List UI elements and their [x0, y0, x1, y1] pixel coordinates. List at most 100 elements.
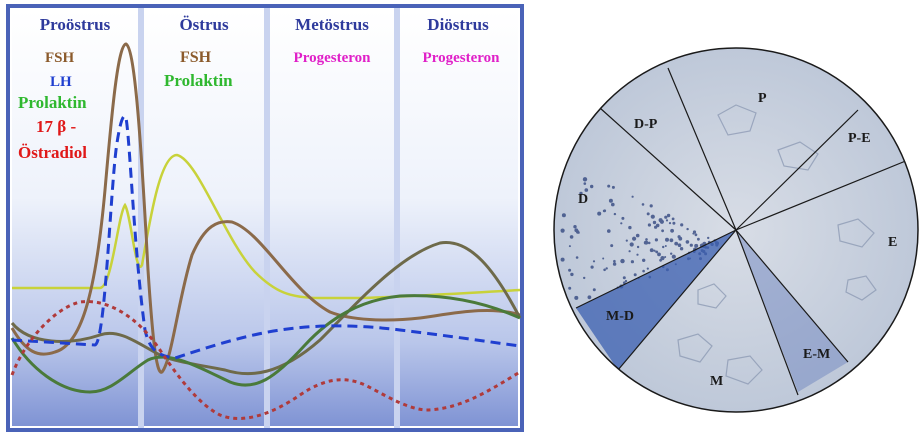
cell-nucleus: [574, 295, 579, 300]
cell-nucleus: [611, 202, 615, 207]
phase-title-metostrus: Metöstrus: [295, 15, 369, 34]
cell-nucleus: [610, 244, 614, 248]
cell-nucleus: [686, 227, 689, 231]
cytology-wheel: P P-E E E-M M M-D D D-P: [553, 47, 919, 413]
cell-nucleus: [642, 258, 646, 262]
cell-nucleus: [649, 248, 654, 253]
cell-nucleus: [561, 213, 566, 218]
cell-nucleus: [643, 241, 648, 245]
cell-nucleus: [570, 272, 574, 277]
cell-nucleus: [665, 219, 669, 222]
fsh-low-curve: [10, 294, 521, 394]
sector-label-p-e: P-E: [848, 131, 871, 146]
cell-nucleus: [685, 240, 690, 244]
cell-nucleus: [679, 247, 684, 251]
prolaktin-curve: [12, 153, 521, 300]
cell-nucleus: [577, 231, 580, 234]
phase-column-diostrus: [400, 10, 518, 426]
cell-nucleus: [628, 225, 632, 230]
cell-nucleus: [636, 245, 640, 249]
d-sector-cells: [560, 177, 719, 300]
sector-label-e: E: [888, 235, 897, 250]
sector-lines: [575, 67, 914, 396]
cell-nucleus: [674, 241, 679, 246]
cell-nucleus: [665, 237, 669, 242]
cell-nucleus: [666, 213, 671, 218]
hormone-diagram: Proöstrus Östrus Metöstrus Diöstrus FSH …: [6, 4, 524, 432]
cell-nucleus: [631, 195, 634, 198]
cell-nucleus: [664, 245, 667, 247]
cell-nucleus: [574, 228, 579, 233]
cell-nucleus: [650, 214, 655, 219]
label-metostrus-progesteron: Progesteron: [294, 50, 372, 66]
sector-label-m-d: M-D: [606, 309, 634, 324]
cell-nucleus: [613, 259, 616, 263]
progesteron-curve: [10, 241, 522, 376]
cell-nucleus: [573, 225, 577, 229]
cell-nucleus: [635, 233, 640, 238]
cell-nucleus: [625, 239, 628, 242]
cell-nucleus: [670, 228, 674, 233]
cell-nucleus: [646, 212, 650, 216]
cell-nucleus: [603, 268, 606, 272]
cell-nucleus: [608, 198, 613, 203]
cell-nucleus: [672, 221, 676, 225]
cell-nucleus: [584, 188, 589, 192]
sector-label-e-m: E-M: [803, 347, 830, 362]
cell-nucleus: [668, 222, 672, 225]
cell-nucleus: [621, 216, 625, 220]
cell-nucleus: [587, 295, 592, 300]
cell-nucleus: [607, 184, 611, 188]
cell-nucleus: [654, 238, 658, 242]
sector-label-m: M: [710, 374, 723, 389]
cell-nucleus: [642, 269, 645, 273]
cell-nucleus: [664, 215, 668, 219]
cell-nucleus: [646, 267, 649, 270]
cell-nucleus: [575, 256, 579, 259]
cell-nucleus: [582, 177, 588, 182]
cell-nucleus: [605, 267, 608, 270]
label-17-beta: 17 β -: [36, 117, 76, 136]
cell-nucleus: [568, 245, 571, 248]
cell-nucleus: [647, 223, 651, 227]
phase-title-diostrus: Diöstrus: [427, 15, 489, 34]
cell-nucleus: [694, 233, 698, 237]
hormone-curves: [10, 42, 522, 420]
cell-nucleus: [653, 249, 656, 252]
cell-nucleus: [630, 260, 634, 264]
label-ostradiol: Östradiol: [18, 143, 87, 162]
cell-nucleus: [579, 191, 583, 196]
cell-nucleus: [613, 212, 617, 216]
sector-label-d-p: D-P: [634, 117, 658, 132]
cell-nucleus: [657, 225, 659, 228]
cell-nucleus: [632, 236, 637, 241]
label-fsh: FSH: [45, 50, 75, 66]
cell-nucleus: [568, 286, 572, 290]
cell-nucleus: [590, 184, 594, 189]
label-prolaktin: Prolaktin: [18, 93, 87, 112]
phase-title-ostrus: Östrus: [179, 15, 229, 34]
cell-nucleus: [707, 236, 710, 240]
cell-nucleus: [677, 235, 681, 239]
cell-nucleus: [661, 229, 664, 233]
cell-nucleus: [652, 220, 657, 225]
cell-nucleus: [592, 288, 596, 292]
cell-nucleus: [592, 260, 596, 263]
cell-nucleus: [659, 219, 664, 224]
label-ostrus-fsh: FSH: [180, 49, 212, 66]
phase-column-metostrus: [270, 10, 394, 426]
cell-nucleus: [671, 217, 675, 221]
cell-nucleus: [647, 241, 651, 245]
cell-nucleus: [633, 273, 637, 277]
cell-nucleus: [622, 276, 626, 280]
cell-nucleus: [602, 257, 605, 260]
label-ostrus-prolaktin: Prolaktin: [164, 71, 233, 90]
cell-nucleus: [670, 252, 673, 255]
cell-nucleus: [569, 235, 574, 239]
cell-nucleus: [671, 254, 676, 259]
cell-nucleus: [657, 252, 661, 257]
cell-nucleus: [655, 250, 659, 254]
cell-nucleus: [612, 262, 617, 266]
cell-nucleus: [645, 238, 648, 241]
cell-nucleus: [560, 228, 565, 233]
